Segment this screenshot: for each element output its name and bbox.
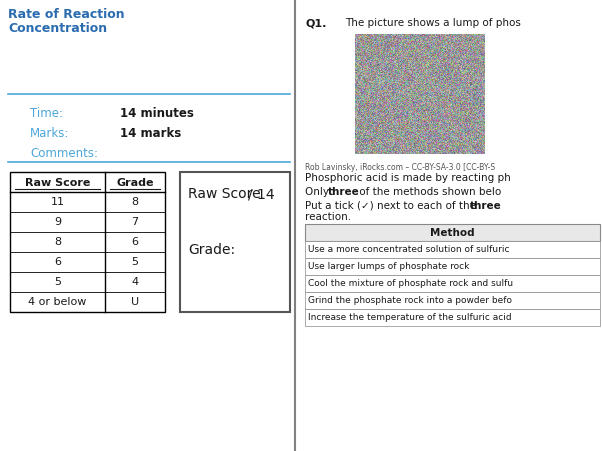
Text: 8: 8 (54, 236, 61, 246)
Text: Only: Only (305, 187, 332, 197)
Text: The picture shows a lump of phos: The picture shows a lump of phos (345, 18, 521, 28)
FancyBboxPatch shape (305, 225, 600, 241)
Text: 4 or below: 4 or below (28, 296, 87, 306)
Text: Use a more concentrated solution of sulfuric: Use a more concentrated solution of sulf… (308, 244, 509, 253)
Text: Rate of Reaction: Rate of Reaction (8, 8, 125, 21)
Text: Concentration: Concentration (8, 22, 107, 35)
Text: 7: 7 (131, 216, 138, 226)
Text: 6: 6 (131, 236, 138, 246)
FancyBboxPatch shape (305, 276, 600, 292)
Text: Put a tick (✓) next to each of the: Put a tick (✓) next to each of the (305, 201, 479, 211)
FancyBboxPatch shape (305, 309, 600, 326)
Text: Q1.: Q1. (305, 18, 326, 28)
Text: Use larger lumps of phosphate rock: Use larger lumps of phosphate rock (308, 262, 470, 271)
Text: 14 minutes: 14 minutes (120, 107, 194, 120)
Text: Grade: Grade (116, 178, 154, 188)
Text: Increase the temperature of the sulfuric acid: Increase the temperature of the sulfuric… (308, 312, 512, 321)
Text: 6: 6 (54, 257, 61, 267)
FancyBboxPatch shape (180, 173, 290, 312)
Text: 11: 11 (51, 197, 64, 207)
Text: three: three (470, 201, 501, 211)
Text: 9: 9 (54, 216, 61, 226)
FancyBboxPatch shape (305, 241, 600, 258)
Text: 5: 5 (54, 276, 61, 286)
Text: 4: 4 (131, 276, 138, 286)
Text: 14 marks: 14 marks (120, 127, 181, 140)
Text: / 14: / 14 (248, 187, 275, 201)
Text: 8: 8 (131, 197, 138, 207)
Text: Method: Method (430, 227, 475, 238)
Text: Raw Score: Raw Score (25, 178, 90, 188)
Text: three: three (328, 187, 360, 197)
Text: Phosphoric acid is made by reacting ph: Phosphoric acid is made by reacting ph (305, 173, 510, 183)
Text: reaction.: reaction. (305, 212, 351, 221)
Text: of the methods shown belo: of the methods shown belo (356, 187, 501, 197)
Text: Rob Lavinsky, iRocks.com – CC-BY-SA-3.0 [CC-BY-S: Rob Lavinsky, iRocks.com – CC-BY-SA-3.0 … (305, 163, 495, 172)
FancyBboxPatch shape (305, 292, 600, 309)
FancyBboxPatch shape (305, 258, 600, 276)
FancyBboxPatch shape (10, 173, 165, 312)
Text: Grind the phosphate rock into a powder befo: Grind the phosphate rock into a powder b… (308, 295, 512, 304)
Text: Comments:: Comments: (30, 147, 98, 160)
Text: Cool the mixture of phosphate rock and sulfu: Cool the mixture of phosphate rock and s… (308, 278, 513, 287)
Text: U: U (131, 296, 139, 306)
Text: Time:: Time: (30, 107, 63, 120)
FancyBboxPatch shape (355, 35, 485, 155)
Text: Raw Score: Raw Score (188, 187, 261, 201)
Text: Marks:: Marks: (30, 127, 69, 140)
Text: Grade:: Grade: (188, 243, 235, 257)
Text: 5: 5 (131, 257, 138, 267)
